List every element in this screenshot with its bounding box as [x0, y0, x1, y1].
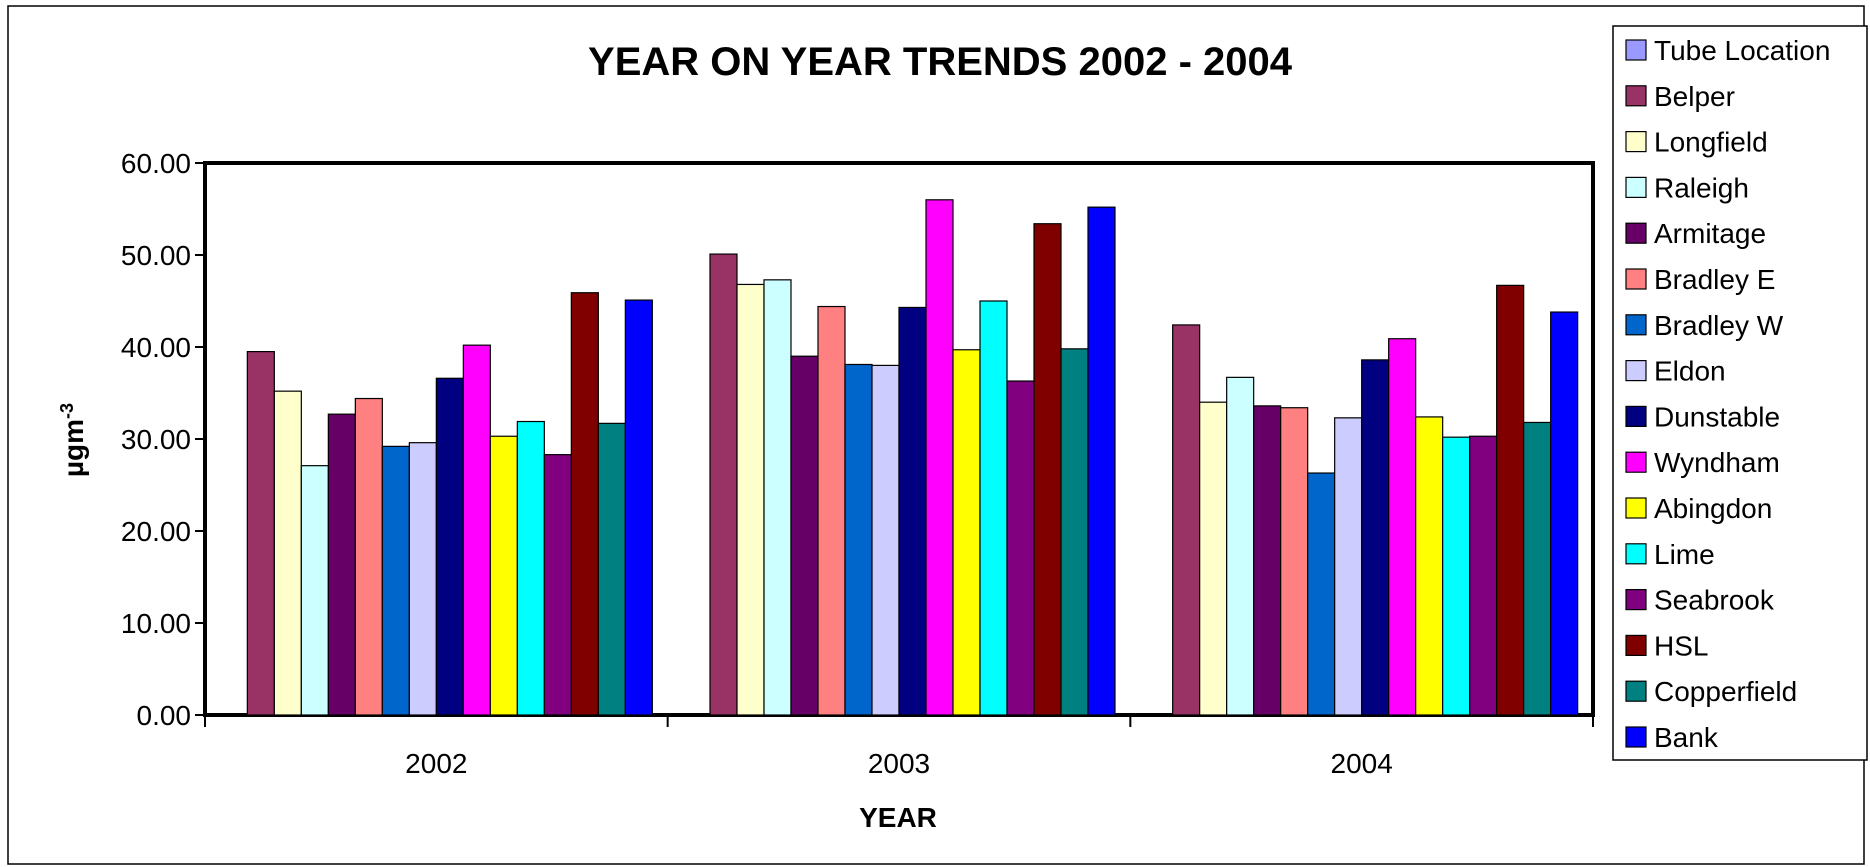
bar-bradley-w-2003: [844, 363, 873, 716]
legend-label: Bradley W: [1654, 310, 1784, 341]
x-axis: 2002 2003 2004: [204, 715, 1594, 779]
legend-swatch: [1625, 588, 1647, 611]
bar-raleigh-2002: [300, 465, 329, 716]
bar-belper-2003: [709, 253, 738, 716]
bar-hsl-2003: [1033, 223, 1062, 716]
bar-seabrook-2003: [1006, 380, 1035, 716]
legend-swatch: [1625, 405, 1647, 427]
bar-copperfield-2004: [1523, 421, 1552, 716]
x-axis-title: YEAR: [859, 802, 937, 833]
chart-title: YEAR ON YEAR TRENDS 2002 - 2004: [588, 40, 1293, 84]
bar-raleigh-2003: [763, 279, 792, 716]
bar-dunstable-2003: [898, 306, 927, 716]
x-tick-label: 2003: [868, 748, 930, 779]
bar-copperfield-2003: [1060, 348, 1089, 716]
bar-armitage-2002: [327, 413, 356, 716]
bar-lime-2002: [516, 420, 545, 716]
legend-label: Raleigh: [1654, 172, 1749, 203]
legend-swatch: [1625, 176, 1647, 198]
legend-label: Bank: [1654, 722, 1719, 753]
bar-seabrook-2002: [543, 454, 572, 716]
y-axis-title: µgm-3: [57, 403, 89, 477]
legend-swatch: [1625, 543, 1647, 565]
bar-bank-2003: [1087, 206, 1116, 716]
bar-lime-2003: [979, 300, 1008, 716]
legend-label: Abingdon: [1654, 493, 1772, 524]
legend-swatch: [1625, 360, 1647, 382]
legend-swatch: [1625, 268, 1647, 290]
bar-wyndham-2002: [462, 344, 491, 716]
bars-group: [246, 199, 1579, 716]
x-tick-label: 2004: [1331, 748, 1393, 779]
y-tick-label: 10.00: [121, 608, 191, 639]
bar-longfield-2002: [273, 390, 302, 716]
bar-belper-2002: [246, 351, 275, 716]
y-tick-label: 30.00: [121, 424, 191, 455]
bar-armitage-2003: [790, 355, 819, 716]
legend-swatch: [1625, 314, 1647, 336]
x-tick-label: 2002: [405, 748, 467, 779]
bar-copperfield-2002: [597, 422, 626, 716]
bar-abingdon-2002: [489, 435, 518, 716]
bar-bradley-e-2004: [1280, 407, 1309, 716]
bar-seabrook-2004: [1469, 435, 1498, 716]
bar-armitage-2004: [1253, 405, 1282, 716]
y-axis-title-main: µgm: [58, 419, 89, 477]
legend-swatch: [1625, 680, 1647, 702]
bar-belper-2004: [1172, 324, 1201, 716]
legend-box: [1612, 25, 1868, 761]
legend-label: Dunstable: [1654, 401, 1780, 432]
legend-label: Seabrook: [1654, 585, 1775, 616]
legend-swatch: [1625, 39, 1647, 61]
bar-eldon-2003: [871, 364, 900, 716]
legend-swatch: [1625, 634, 1647, 657]
legend-label: Copperfield: [1654, 676, 1797, 707]
bar-bank-2002: [624, 299, 653, 716]
bar-dunstable-2004: [1361, 359, 1390, 716]
bar-eldon-2004: [1334, 417, 1363, 716]
y-tick-label: 0.00: [137, 700, 192, 731]
bar-bradley-e-2003: [817, 305, 846, 716]
legend-label: Lime: [1654, 539, 1715, 570]
bar-raleigh-2004: [1226, 376, 1255, 716]
legend-swatch: [1625, 451, 1647, 473]
legend-swatch: [1625, 222, 1647, 244]
legend-label: HSL: [1654, 630, 1708, 661]
y-tick-label: 60.00: [121, 148, 191, 179]
bar-bradley-w-2002: [381, 445, 410, 716]
bar-abingdon-2003: [952, 349, 981, 716]
bar-hsl-2002: [570, 292, 599, 716]
legend-label: Tube Location: [1654, 35, 1830, 66]
legend-swatch: [1625, 497, 1647, 519]
bar-abingdon-2004: [1415, 416, 1444, 716]
legend-swatch: [1625, 85, 1647, 107]
legend-swatch: [1625, 726, 1647, 748]
bar-eldon-2002: [408, 442, 437, 716]
bar-bank-2004: [1550, 311, 1579, 716]
bar-wyndham-2004: [1388, 338, 1417, 716]
y-axis: 0.00 10.00 20.00 30.00 40.00 50.00 60.00: [121, 148, 205, 731]
y-tick-label: 50.00: [121, 240, 191, 271]
bar-bradley-w-2004: [1307, 472, 1336, 716]
bar-dunstable-2002: [435, 377, 464, 716]
bar-lime-2004: [1442, 436, 1471, 716]
y-axis-title-superscript: -3: [57, 403, 77, 419]
legend-label: Belper: [1654, 81, 1735, 112]
bar-hsl-2004: [1496, 284, 1525, 716]
y-tick-label: 20.00: [121, 516, 191, 547]
bar-longfield-2003: [736, 283, 765, 716]
bar-longfield-2004: [1199, 401, 1228, 716]
legend-label: Longfield: [1654, 127, 1768, 158]
bar-wyndham-2003: [925, 199, 954, 716]
legend-label: Armitage: [1654, 218, 1766, 249]
legend-label: Wyndham: [1654, 447, 1780, 478]
legend-label: Eldon: [1654, 356, 1726, 387]
y-tick-label: 40.00: [121, 332, 191, 363]
legend-label: Bradley E: [1654, 264, 1775, 295]
bar-bradley-e-2002: [354, 397, 383, 716]
legend: Tube Location Belper Longfield Raleigh Armit…: [1625, 35, 1830, 753]
legend-swatch: [1625, 131, 1647, 153]
